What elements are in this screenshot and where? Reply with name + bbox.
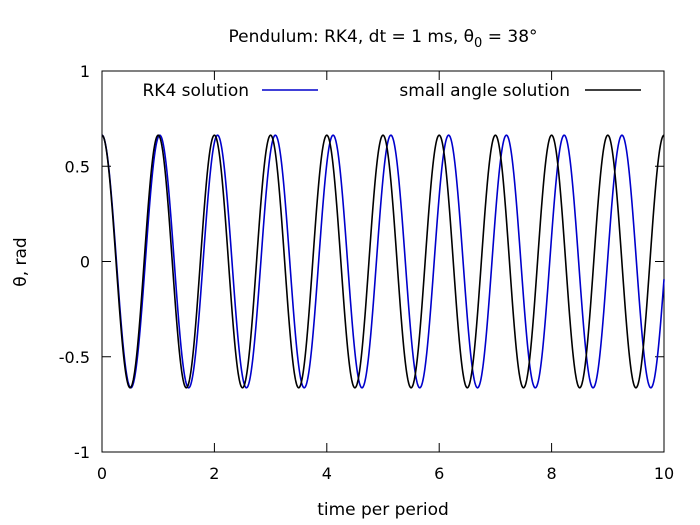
series-group: [101, 134, 665, 389]
y-axis-label: θ, rad: [11, 237, 31, 286]
chart-title-tail: = 38°: [482, 27, 537, 47]
y-tick-label: 0: [80, 253, 90, 272]
legend: RK4 solution small angle solution: [143, 81, 641, 101]
axis-ticks: 0 2 4 6 8 10 1 0.5 0 -0.5 -1: [59, 62, 674, 483]
x-tick-label: 10: [654, 464, 674, 483]
y-tick-label: 0.5: [65, 157, 90, 176]
x-tick-label: 8: [547, 464, 557, 483]
chart-title-subscript: 0: [474, 36, 482, 51]
y-tick-label: -0.5: [59, 348, 90, 367]
y-tick-label: 1: [80, 62, 90, 81]
chart-title-main: Pendulum: RK4, dt = 1 ms, θ: [228, 27, 474, 47]
x-tick-label: 4: [322, 464, 332, 483]
legend-label-small-angle: small angle solution: [399, 81, 570, 101]
series-line-small-angle: [101, 134, 665, 389]
legend-label-rk4: RK4 solution: [143, 81, 250, 101]
x-tick-label: 2: [209, 464, 219, 483]
plot-frame: [101, 70, 665, 453]
x-tick-label: 6: [434, 464, 444, 483]
chart-title: Pendulum: RK4, dt = 1 ms, θ0 = 38°: [228, 27, 537, 51]
x-axis-label: time per period: [317, 500, 449, 520]
y-tick-label: -1: [74, 443, 90, 462]
series-line-rk4: [101, 134, 665, 389]
x-tick-label: 0: [97, 464, 107, 483]
